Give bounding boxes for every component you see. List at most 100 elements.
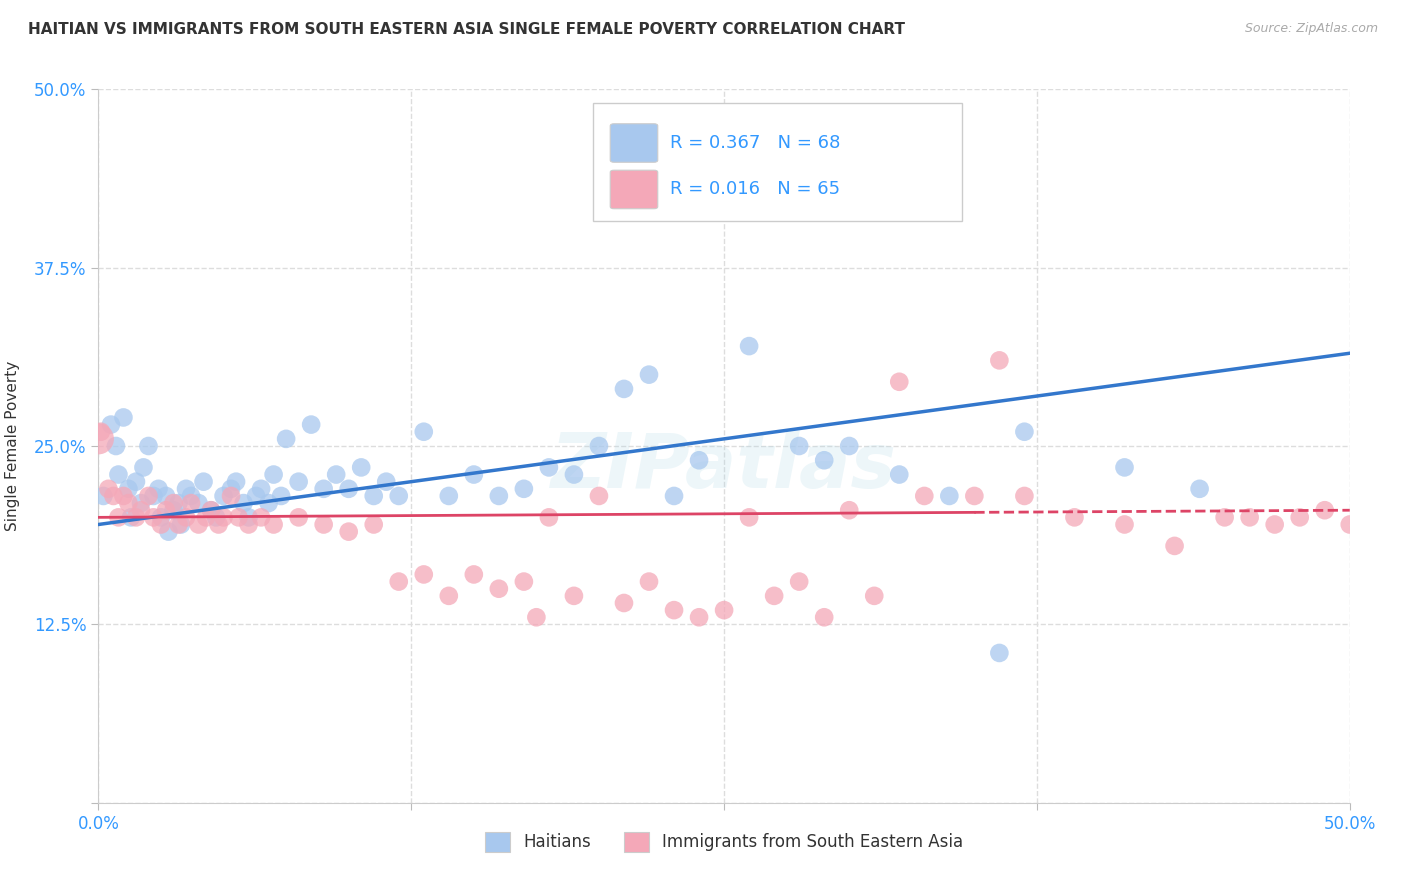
Point bbox=[738, 339, 761, 353]
Point bbox=[1163, 539, 1185, 553]
Point bbox=[463, 567, 485, 582]
Point bbox=[232, 496, 254, 510]
Point bbox=[274, 432, 298, 446]
Point bbox=[988, 353, 1011, 368]
Point bbox=[513, 482, 536, 496]
Point bbox=[187, 496, 209, 510]
Point bbox=[142, 489, 165, 503]
Point bbox=[138, 489, 160, 503]
Text: R = 0.367   N = 68: R = 0.367 N = 68 bbox=[671, 134, 841, 152]
Point bbox=[537, 510, 560, 524]
Point bbox=[157, 524, 180, 539]
FancyBboxPatch shape bbox=[610, 170, 658, 209]
Point bbox=[1313, 503, 1336, 517]
Point bbox=[104, 439, 127, 453]
Point bbox=[363, 489, 385, 503]
Point bbox=[207, 517, 229, 532]
Point bbox=[193, 475, 215, 489]
Point bbox=[117, 496, 139, 510]
Point bbox=[988, 646, 1011, 660]
Point bbox=[738, 510, 761, 524]
Point bbox=[963, 489, 986, 503]
Point bbox=[174, 482, 197, 496]
Point bbox=[162, 503, 184, 517]
Point bbox=[263, 467, 285, 482]
Point bbox=[1014, 489, 1036, 503]
Legend: Haitians, Immigrants from South Eastern Asia: Haitians, Immigrants from South Eastern … bbox=[478, 825, 970, 859]
Point bbox=[763, 589, 786, 603]
Point bbox=[463, 467, 485, 482]
Point bbox=[117, 482, 139, 496]
Point bbox=[250, 482, 273, 496]
Point bbox=[688, 453, 710, 467]
Point bbox=[120, 510, 142, 524]
Point bbox=[200, 503, 222, 517]
Point bbox=[174, 510, 197, 524]
Point bbox=[1339, 517, 1361, 532]
Point bbox=[150, 510, 173, 524]
Point bbox=[155, 489, 177, 503]
Point bbox=[299, 417, 322, 432]
Point bbox=[388, 574, 411, 589]
Point bbox=[412, 425, 434, 439]
Point bbox=[1288, 510, 1310, 524]
Point bbox=[103, 489, 125, 503]
Point bbox=[93, 489, 115, 503]
Point bbox=[562, 589, 585, 603]
Point bbox=[375, 475, 398, 489]
Point bbox=[363, 517, 385, 532]
Y-axis label: Single Female Poverty: Single Female Poverty bbox=[6, 361, 20, 531]
Point bbox=[588, 489, 610, 503]
Point bbox=[613, 596, 636, 610]
Point bbox=[155, 503, 177, 517]
Point bbox=[180, 489, 202, 503]
Point bbox=[838, 503, 860, 517]
Point bbox=[437, 589, 460, 603]
Point bbox=[662, 489, 685, 503]
Point bbox=[312, 482, 335, 496]
Text: R = 0.016   N = 65: R = 0.016 N = 65 bbox=[671, 180, 841, 198]
Point bbox=[912, 489, 935, 503]
Point bbox=[863, 589, 886, 603]
Point bbox=[112, 410, 135, 425]
Point bbox=[1114, 517, 1136, 532]
Point bbox=[238, 517, 260, 532]
Point bbox=[180, 496, 202, 510]
Point bbox=[488, 582, 510, 596]
Point bbox=[195, 510, 218, 524]
Point bbox=[613, 382, 636, 396]
Point bbox=[150, 517, 173, 532]
Point bbox=[787, 439, 810, 453]
Point bbox=[125, 510, 148, 524]
Point bbox=[238, 510, 260, 524]
Text: Source: ZipAtlas.com: Source: ZipAtlas.com bbox=[1244, 22, 1378, 36]
Point bbox=[138, 439, 160, 453]
Point bbox=[97, 482, 120, 496]
Point bbox=[205, 510, 228, 524]
Point bbox=[813, 453, 835, 467]
Point bbox=[225, 475, 247, 489]
Text: HAITIAN VS IMMIGRANTS FROM SOUTH EASTERN ASIA SINGLE FEMALE POVERTY CORRELATION : HAITIAN VS IMMIGRANTS FROM SOUTH EASTERN… bbox=[28, 22, 905, 37]
Point bbox=[889, 467, 911, 482]
Point bbox=[763, 168, 786, 182]
Point bbox=[270, 489, 292, 503]
Point bbox=[337, 482, 360, 496]
Point bbox=[1264, 517, 1286, 532]
Point bbox=[513, 574, 536, 589]
Point bbox=[588, 439, 610, 453]
Point bbox=[662, 603, 685, 617]
Point bbox=[87, 432, 110, 446]
Point bbox=[412, 567, 434, 582]
Point bbox=[688, 610, 710, 624]
Point bbox=[889, 375, 911, 389]
Point bbox=[162, 496, 184, 510]
Point bbox=[90, 425, 112, 439]
Point bbox=[142, 510, 165, 524]
Point bbox=[100, 417, 122, 432]
Point bbox=[200, 503, 222, 517]
Point bbox=[325, 467, 347, 482]
Point bbox=[524, 610, 547, 624]
Point bbox=[350, 460, 373, 475]
Point bbox=[1239, 510, 1261, 524]
Point bbox=[228, 510, 250, 524]
